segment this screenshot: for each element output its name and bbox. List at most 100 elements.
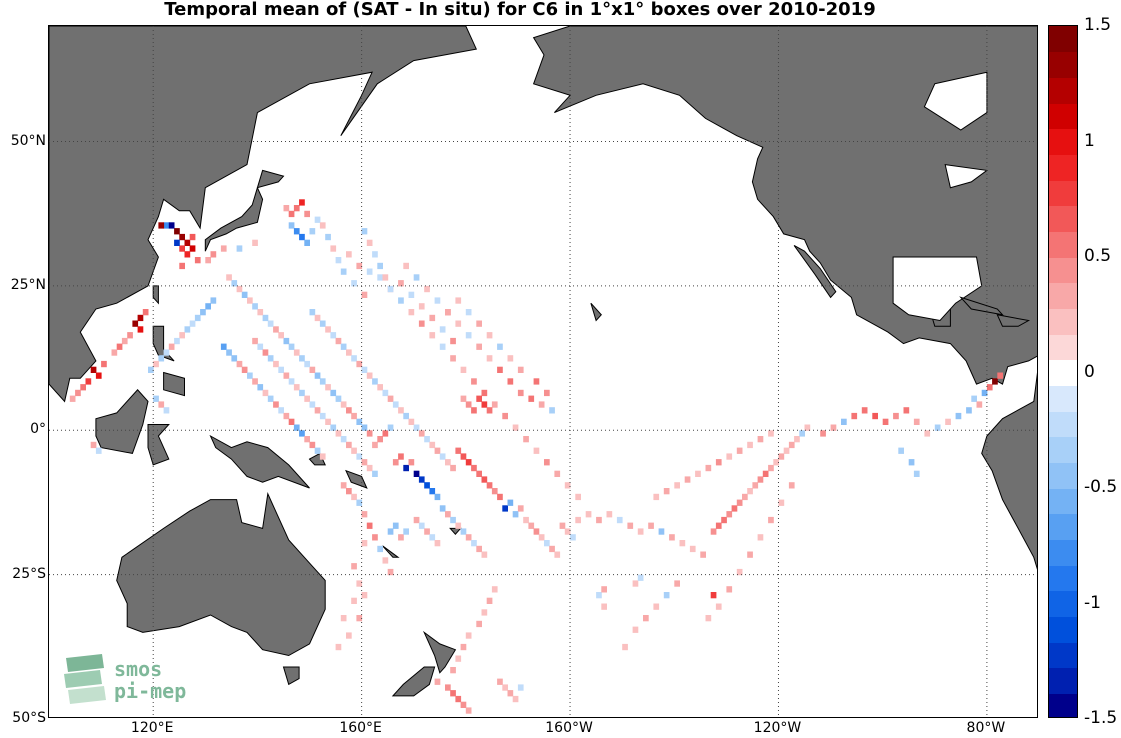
- data-cell: [335, 337, 342, 345]
- data-cell: [460, 453, 467, 460]
- data-cell: [366, 522, 373, 529]
- data-cell: [392, 401, 399, 408]
- data-cell: [299, 389, 305, 397]
- data-cell: [804, 424, 811, 431]
- lat-tick-label: 25°S: [12, 565, 46, 582]
- data-cell: [69, 395, 76, 402]
- data-cell: [799, 430, 805, 437]
- data-cell: [966, 407, 972, 414]
- data-cell: [460, 395, 467, 402]
- data-cell: [429, 332, 436, 339]
- data-cell: [153, 395, 159, 402]
- data-cell: [340, 268, 347, 275]
- data-cell: [418, 522, 425, 529]
- data-cell: [346, 251, 352, 258]
- data-cell: [325, 233, 331, 241]
- data-cell: [273, 401, 279, 408]
- data-cell: [872, 412, 878, 420]
- data-cell: [830, 424, 837, 431]
- data-cell: [976, 401, 983, 408]
- data-cell: [205, 257, 211, 264]
- data-cell: [335, 395, 342, 402]
- data-cell: [382, 430, 389, 437]
- lon-tick-label: 120°W: [753, 720, 802, 736]
- lat-tick-label: 50°S: [12, 710, 46, 726]
- landmass-australia: [116, 492, 326, 657]
- data-cell: [418, 430, 425, 437]
- landmass-baja: [793, 244, 837, 299]
- data-cell: [158, 222, 165, 229]
- landmass-newcaledonia: [382, 545, 400, 558]
- lat-tick-label: 50°N: [10, 132, 46, 149]
- data-cell: [75, 389, 81, 397]
- data-cell: [742, 493, 748, 501]
- data-cell: [372, 441, 378, 449]
- data-cell: [340, 482, 347, 489]
- data-cell: [424, 482, 430, 489]
- data-cell: [575, 493, 581, 501]
- data-cell: [299, 355, 305, 362]
- colorbar-tick-label: 0.5: [1084, 246, 1112, 266]
- data-cell: [471, 540, 477, 547]
- data-cell: [450, 355, 456, 362]
- data-cell: [85, 378, 92, 385]
- data-cell: [429, 441, 436, 449]
- data-cell: [90, 366, 97, 373]
- data-cell: [538, 401, 545, 408]
- data-cell: [434, 678, 441, 685]
- data-cell: [304, 395, 310, 402]
- data-cell: [622, 643, 628, 651]
- data-cell: [330, 332, 337, 339]
- data-cell: [403, 412, 409, 420]
- data-cell: [257, 343, 264, 350]
- data-cell: [637, 574, 644, 581]
- data-cell: [210, 297, 217, 304]
- data-cell: [356, 262, 363, 270]
- data-cell: [439, 343, 446, 350]
- map-frame: [48, 25, 1038, 718]
- data-cell: [768, 464, 774, 472]
- data-cell: [335, 257, 342, 264]
- data-cell: [309, 228, 316, 235]
- data-cell: [497, 343, 503, 350]
- data-cell: [439, 505, 446, 512]
- data-cell: [476, 470, 482, 477]
- colorbar-swatch: [1049, 539, 1077, 566]
- colorbar-tick-label: 1: [1084, 130, 1095, 151]
- data-cell: [476, 395, 482, 402]
- data-cell: [507, 378, 514, 385]
- data-cell: [465, 707, 472, 714]
- data-cell: [372, 378, 378, 385]
- landmass-taiwan: [152, 285, 159, 305]
- data-cell: [757, 436, 764, 443]
- data-cell: [398, 407, 404, 414]
- data-cell: [512, 511, 519, 518]
- data-cell: [476, 545, 482, 553]
- data-cell: [663, 488, 670, 495]
- colorbar-swatch: [1049, 205, 1077, 232]
- data-cell: [450, 516, 456, 524]
- data-cell: [382, 557, 389, 564]
- data-cell: [663, 592, 670, 599]
- colorbar-swatch: [1049, 257, 1077, 284]
- data-layer: [69, 199, 1003, 714]
- data-cell: [913, 470, 920, 477]
- data-cell: [346, 441, 352, 449]
- data-cell: [278, 366, 284, 373]
- data-cell: [403, 528, 409, 535]
- data-cell: [705, 464, 712, 472]
- data-cell: [366, 239, 373, 246]
- data-cell: [502, 684, 508, 691]
- landmass-nz_south: [391, 666, 436, 697]
- data-cell: [757, 476, 764, 483]
- data-cell: [768, 516, 774, 524]
- landmass-luzon: [152, 325, 175, 362]
- data-cell: [111, 349, 118, 356]
- data-cell: [986, 384, 993, 391]
- data-cell: [314, 407, 321, 414]
- data-cell: [913, 418, 920, 425]
- data-cell: [924, 430, 931, 437]
- data-cell: [689, 545, 696, 553]
- data-cell: [517, 389, 524, 397]
- data-cell: [283, 372, 290, 379]
